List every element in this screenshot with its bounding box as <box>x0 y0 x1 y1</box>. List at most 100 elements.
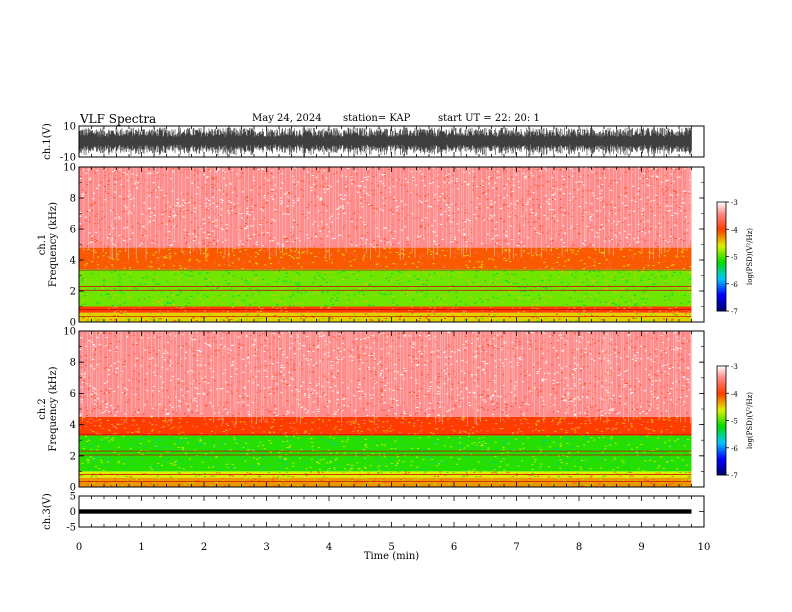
colorbar-seg <box>717 382 726 385</box>
panel-1-ytick-label-0: 10 <box>63 122 76 133</box>
band-4 <box>79 167 692 248</box>
colorbar-seg <box>717 455 726 458</box>
colorbar-seg <box>717 287 726 290</box>
ch1-waveform-trace <box>79 127 692 157</box>
colorbar-seg <box>717 378 726 381</box>
colorbar-seg <box>717 380 726 383</box>
panel-2-ytick-label-0: 0 <box>70 318 76 329</box>
xtick-label-9: 9 <box>638 542 644 553</box>
colorbar-tick-label: -3 <box>731 363 738 371</box>
colorbar-seg <box>717 436 726 440</box>
colorbar-seg <box>717 420 726 423</box>
station-label: station= KAP <box>343 113 411 124</box>
colorbar-seg <box>717 220 726 223</box>
colorbar-seg <box>717 309 726 312</box>
colorbar-seg <box>717 281 726 285</box>
colorbar-seg <box>717 442 726 445</box>
colorbar-seg <box>717 271 726 274</box>
colorbar-seg <box>717 269 726 272</box>
colorbar-seg <box>717 425 726 429</box>
colorbar-seg <box>717 402 726 405</box>
colorbar-seg <box>717 431 726 434</box>
colorbar-seg <box>717 464 726 467</box>
band-0-speckle-lo <box>81 312 692 322</box>
xtick-label-5: 5 <box>388 542 394 553</box>
colorbar-seg <box>717 294 726 297</box>
colorbar-ch1: -3 -4 -5 -6 -7 log(PSD)(V²/Hz) <box>716 199 754 316</box>
colorbar-seg <box>717 389 726 392</box>
colorbar-seg <box>717 292 726 296</box>
band-1-speckle-hi <box>80 471 691 478</box>
colorbar-seg <box>717 241 726 245</box>
xtick-label-8: 8 <box>576 542 582 553</box>
colorbar-seg <box>717 260 726 263</box>
colorbar-seg <box>717 409 726 412</box>
colorbar-seg <box>717 429 726 432</box>
colorbar-seg <box>717 405 726 409</box>
colorbar-seg <box>717 469 726 472</box>
colorbar-seg <box>717 232 726 236</box>
panel-3-ytick-label-5: 10 <box>63 327 76 338</box>
band-0-speckle-hi <box>82 312 687 322</box>
colorbar-seg <box>717 451 726 454</box>
panel-3-yminor <box>79 330 704 488</box>
colorbar-seg <box>717 223 726 227</box>
colorbar-seg <box>717 289 726 292</box>
colorbar-seg <box>717 471 726 474</box>
panel-2-xticks <box>78 167 705 322</box>
colorbar-seg <box>717 435 726 438</box>
ch2-spectrogram-image <box>78 331 692 487</box>
panel-2-ytick-label-1: 2 <box>70 287 76 298</box>
colorbar-seg <box>717 203 726 207</box>
xtick-label-1: 1 <box>138 542 144 553</box>
panel-2-ytick-label-4: 8 <box>70 194 76 205</box>
colorbar-seg <box>717 258 726 261</box>
xtick-label-0: 0 <box>76 542 82 553</box>
colorbar-seg <box>717 366 726 369</box>
colorbar-seg <box>717 393 726 396</box>
colorbar-seg <box>717 473 726 476</box>
colorbar-seg <box>717 445 726 449</box>
colorbar-seg <box>717 247 726 250</box>
colorbar-seg <box>717 240 726 243</box>
colorbar-seg <box>717 375 726 378</box>
colorbar-seg <box>717 225 726 228</box>
panel-3-ylabel-1: Frequency (kHz) <box>48 366 59 451</box>
colorbar-seg <box>717 415 726 418</box>
colorbar-seg <box>717 238 726 241</box>
colorbar-seg <box>717 385 726 389</box>
colorbar-seg <box>717 300 726 303</box>
panel-2-ytick-label-2: 4 <box>70 256 76 267</box>
colorbar-seg <box>717 274 726 277</box>
colorbar-tick-label: -5 <box>731 418 738 426</box>
panel-1-ytick-label-1: -10 <box>60 153 76 164</box>
panel-2-yminor <box>79 166 704 323</box>
panel-3-ylabel-0: ch.2 <box>37 398 48 420</box>
colorbar-seg <box>717 207 726 210</box>
panel-3-ytick-label-3: 6 <box>70 389 76 400</box>
colorbar-seg <box>717 407 726 410</box>
date-label: May 24, 2024 <box>252 113 322 124</box>
colorbar-seg <box>717 400 726 403</box>
colorbar-seg <box>717 411 726 414</box>
colorbar-seg <box>717 369 726 372</box>
colorbar-seg <box>717 460 726 463</box>
colorbar-seg <box>717 447 726 450</box>
colorbar-tick-label: -3 <box>731 199 738 207</box>
panel-4-ytick-label-2: -5 <box>66 523 76 534</box>
colorbar-tick-label: -6 <box>731 281 738 289</box>
plot-data-layer <box>78 127 692 514</box>
colorbar-seg <box>717 395 726 398</box>
colorbar-seg <box>717 212 726 216</box>
colorbar-tick-label: -6 <box>731 445 738 453</box>
colorbar-seg <box>717 462 726 465</box>
colorbar-seg <box>717 254 726 257</box>
colorbar-seg <box>717 387 726 391</box>
colorbar-seg <box>717 249 726 252</box>
colorbar-seg <box>717 433 726 436</box>
panel-2-ytick-label-3: 6 <box>70 225 76 236</box>
panel-4-xticks <box>78 496 705 527</box>
colorbar-seg <box>717 211 726 214</box>
band-3-speckle-lo <box>84 247 692 270</box>
colorbar-seg <box>717 404 726 407</box>
